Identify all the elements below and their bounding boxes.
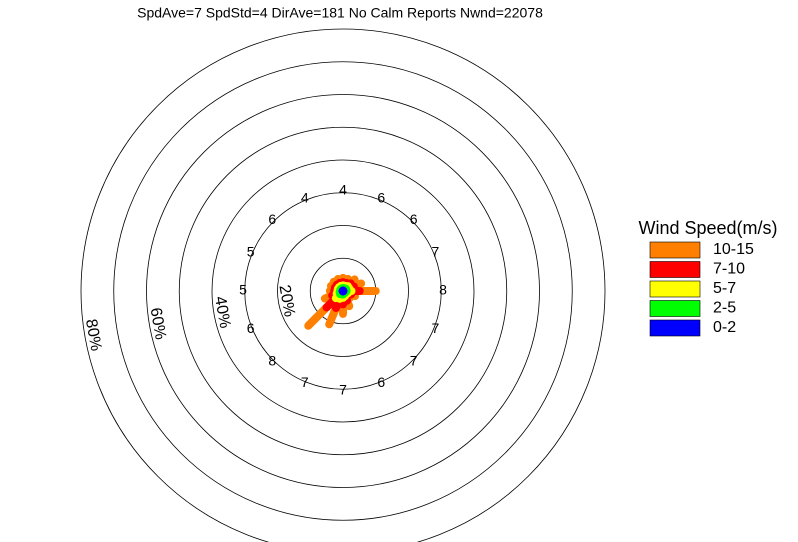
sector-label: 6 [410,211,418,227]
sector-label: 8 [439,282,447,298]
legend-swatch [649,280,701,298]
ring-label: 40% [211,295,233,329]
sector-label: 4 [301,189,309,205]
legend-label: 2-5 [713,300,736,317]
sector-label: 7 [410,352,418,368]
legend-label: 0-2 [713,319,736,336]
sector-label: 6 [247,320,255,336]
sector-label: 6 [268,211,276,227]
ring-label: 60% [146,306,168,340]
legend-swatch [649,261,701,278]
legend-label: 5-7 [713,280,736,297]
petal-segment [304,303,331,330]
sector-label: 8 [268,352,276,368]
ring [146,94,540,488]
sector-label: 6 [377,189,385,205]
ring-label: 80% [82,318,104,352]
sector-label: 5 [247,243,255,259]
legend-label: 7-10 [713,261,745,278]
sector-label: 7 [431,243,439,259]
sector-label: 7 [431,320,439,336]
ring [178,126,508,456]
ring [113,61,573,521]
ring [277,225,409,357]
legend-swatch [649,319,701,337]
ring-label: 20% [275,284,297,318]
sector-label: 4 [339,182,347,198]
ring [211,159,475,423]
legend-label: 10-15 [713,241,754,258]
sector-label: 7 [339,382,347,398]
chart-title: SpdAve=7 SpdStd=4 DirAve=181 No Calm Rep… [137,5,543,21]
ring [244,192,442,390]
ring [80,28,606,542]
sector-label: 7 [301,374,309,390]
sector-label: 6 [377,374,385,390]
legend-swatch [649,241,701,259]
sector-label: 5 [239,282,247,298]
legend-swatch [649,300,701,317]
legend-title: Wind Speed(m/s) [638,218,777,238]
